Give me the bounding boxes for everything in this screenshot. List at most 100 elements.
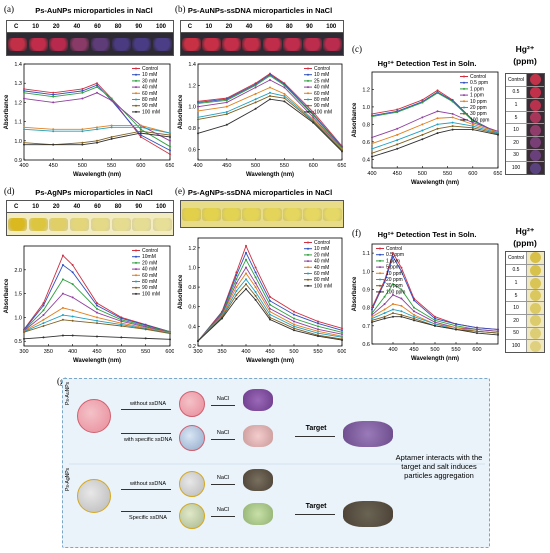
well-strip-e xyxy=(180,200,344,228)
panel-title-e: Ps-AgNPs-ssDNA microparticles in NaCl xyxy=(187,188,333,197)
point-b-7-1 xyxy=(225,123,228,126)
xtick-label-a-3: 550 xyxy=(107,163,116,169)
panel-title-b: Ps-AuNPs-ssDNA microparticles in NaCl xyxy=(187,6,333,15)
point-b-2-1 xyxy=(225,99,228,102)
side-row-f-7: 100 xyxy=(506,340,544,352)
xtick-label-a-4: 600 xyxy=(136,163,145,169)
point-e-5-4 xyxy=(254,291,257,293)
legend-label-d-6: 90 mM xyxy=(142,285,157,291)
side-row-f-1: 0.5 xyxy=(506,264,544,278)
point-f-2-0 xyxy=(371,312,373,315)
plot-frame-c xyxy=(371,71,499,169)
side-label-c-7: 100 xyxy=(506,162,527,174)
point-c-7-2 xyxy=(421,138,424,141)
side-label-c-1: 0.5 xyxy=(506,86,527,99)
point-a-4-4 xyxy=(110,124,113,127)
series-line-d-3 xyxy=(23,293,171,333)
xtick-label-b-3: 550 xyxy=(280,163,289,169)
strip-label-a-7: 100 xyxy=(156,23,167,30)
arrow-nacl-2 xyxy=(211,439,235,440)
well-a-6 xyxy=(132,37,152,51)
point-f-4-6 xyxy=(455,326,457,329)
point-f-6-1 xyxy=(383,315,386,318)
legend-marker-f-1 xyxy=(379,253,381,256)
xtick-label-d-1: 350 xyxy=(44,349,53,355)
legend-marker-f-5 xyxy=(379,278,381,281)
xtick-label-f-4: 600 xyxy=(472,347,481,353)
point-e-0-6 xyxy=(293,310,295,313)
point-a-1-1 xyxy=(52,93,55,96)
point-a-3-4 xyxy=(110,99,113,102)
point-e-1-4 xyxy=(254,271,257,274)
xtick-label-e-4: 500 xyxy=(289,349,298,355)
side-swatch-c-4 xyxy=(530,124,541,136)
label-nacl-3: NaCl xyxy=(216,475,230,481)
xtick-label-f-3: 550 xyxy=(451,347,460,353)
point-e-6-5 xyxy=(269,316,271,319)
point-b-2-3 xyxy=(269,74,271,77)
point-d-0-2 xyxy=(61,254,64,257)
legend-label-c-1: 0.5 ppm xyxy=(470,80,488,86)
xtick-label-a-2: 500 xyxy=(78,163,87,169)
side-label-f-2: 1 xyxy=(506,277,527,289)
point-f-6-3 xyxy=(400,313,403,316)
point-e-3-6 xyxy=(293,320,295,323)
point-e-5-6 xyxy=(293,325,295,328)
legend-marker-d-1 xyxy=(135,255,137,258)
point-a-4-2 xyxy=(81,128,84,131)
point-c-2-4 xyxy=(451,100,454,103)
panel-label-e: (e) xyxy=(175,186,185,196)
point-e-0-7 xyxy=(317,320,319,323)
point-a-5-0 xyxy=(23,128,25,131)
legend-marker-d-6 xyxy=(135,286,137,289)
point-b-4-1 xyxy=(225,105,228,108)
aggregated-au-purple xyxy=(243,389,273,411)
point-d-1-5 xyxy=(120,317,123,320)
strip-label-a-4: 60 xyxy=(94,23,101,30)
legend-label-a-4: 60 mM xyxy=(142,91,157,97)
strip-wells-d xyxy=(7,213,173,235)
side-swatch-f-5 xyxy=(530,315,541,327)
point-e-2-6 xyxy=(293,317,295,320)
ytick-label-c-3: 1.0 xyxy=(362,105,370,111)
ytick-label-a-0: 0.9 xyxy=(14,158,22,164)
point-b-4-0 xyxy=(197,109,199,112)
xtick-label-f-1: 450 xyxy=(409,347,418,353)
point-b-3-0 xyxy=(197,105,199,108)
point-f-1-2 xyxy=(392,255,394,258)
legend-label-c-3: 1 ppm xyxy=(470,93,484,99)
side-swatch-c-7 xyxy=(530,162,541,174)
series-line-d-4 xyxy=(23,307,171,334)
point-a-0-6 xyxy=(169,153,171,156)
point-c-2-5 xyxy=(471,119,474,122)
well-b-2 xyxy=(222,37,242,51)
legend-marker-e-0 xyxy=(307,241,309,244)
point-a-0-3 xyxy=(96,82,98,85)
legend-marker-e-6 xyxy=(307,278,309,281)
agnp-bare xyxy=(179,471,205,497)
xtick-label-a-0: 400 xyxy=(19,163,28,169)
point-e-5-5 xyxy=(269,313,271,316)
legend-label-f-7: 100 ppm xyxy=(386,289,405,295)
point-d-6-3 xyxy=(71,319,74,322)
legend-label-b-0: Control xyxy=(314,66,330,72)
legend-marker-b-6 xyxy=(307,104,309,107)
point-b-5-3 xyxy=(269,91,271,94)
legend-marker-a-6 xyxy=(135,104,137,107)
strip-label-b-1: 10 xyxy=(205,23,213,30)
point-d-3-2 xyxy=(61,292,64,295)
point-c-4-4 xyxy=(451,116,454,119)
strip-header-d: C 10 20 40 60 80 90 100 xyxy=(7,201,173,213)
well-d-7 xyxy=(153,217,173,231)
strip-wells-b xyxy=(181,33,343,55)
point-e-5-3 xyxy=(245,278,247,281)
legend-marker-f-6 xyxy=(379,284,381,287)
point-e-6-3 xyxy=(245,283,247,286)
point-d-7-1 xyxy=(42,336,45,339)
point-a-5-6 xyxy=(169,132,171,135)
strip-label-b-2: 20 xyxy=(225,23,233,30)
legend-label-f-4: 10 ppm xyxy=(386,271,403,277)
legend-label-a-3: 40 mM xyxy=(142,85,157,91)
schematic-panel: Ps-AuNPs without ssDNA with specific ssD… xyxy=(62,378,490,548)
legend-label-b-2: 25 mM xyxy=(314,78,329,84)
